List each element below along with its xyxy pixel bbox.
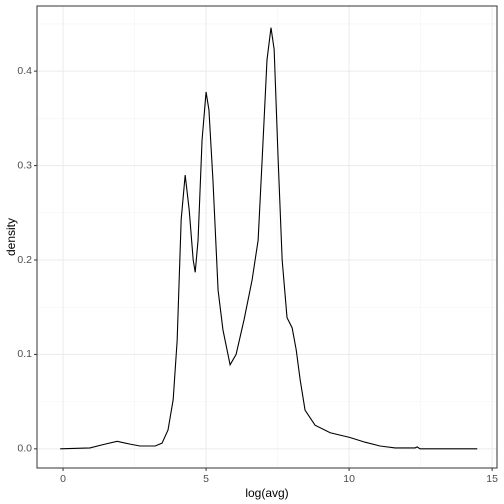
y-tick-label: 0.0 <box>17 443 32 455</box>
x-tick-label: 15 <box>486 473 498 485</box>
y-axis-title: density <box>4 218 18 256</box>
y-tick-label: 0.3 <box>17 159 32 171</box>
density-line <box>60 27 478 450</box>
x-tick-label: 0 <box>60 473 66 485</box>
y-tick-label: 0.1 <box>17 348 32 360</box>
panel-border <box>36 5 498 469</box>
x-tick-label: 5 <box>203 473 209 485</box>
x-tick-label: 10 <box>343 473 355 485</box>
x-axis-title: log(avg) <box>245 486 288 500</box>
y-tick-label: 0.4 <box>17 65 32 77</box>
y-tick-label: 0.2 <box>17 254 32 266</box>
